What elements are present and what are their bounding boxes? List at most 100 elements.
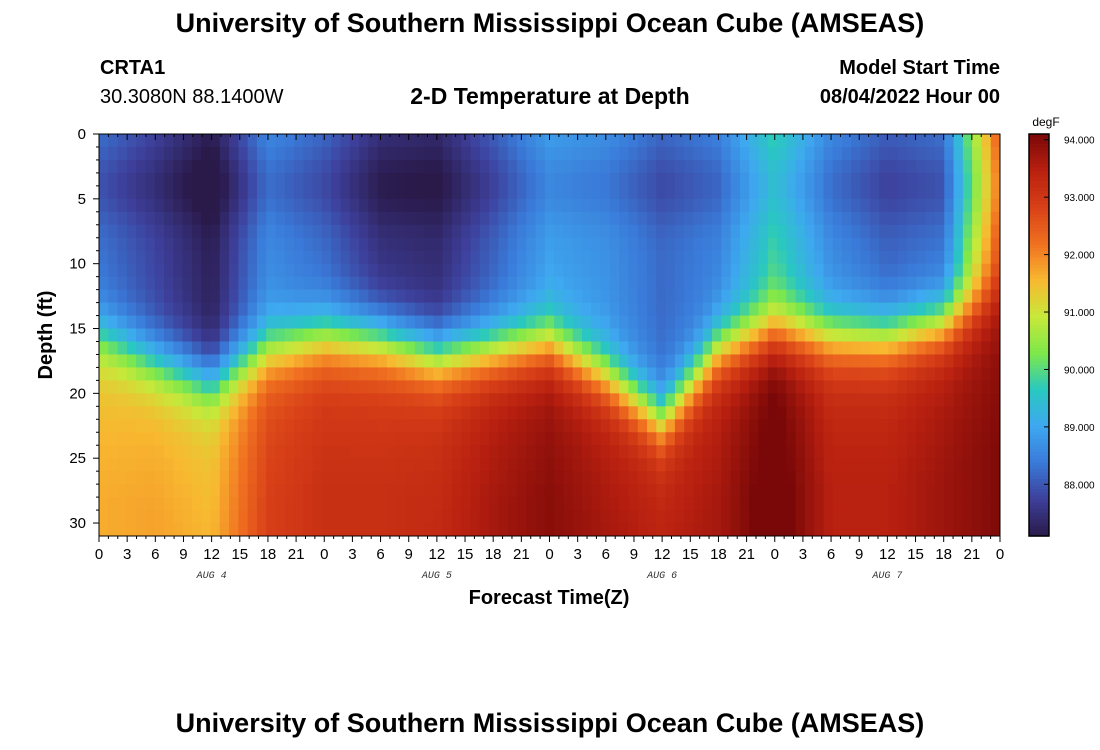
heatmap-cell xyxy=(349,185,360,200)
heatmap-cell xyxy=(544,406,555,420)
heatmap-cell xyxy=(182,250,193,265)
heatmap-cell xyxy=(349,497,360,511)
heatmap-cell xyxy=(702,341,713,356)
heatmap-cell xyxy=(498,406,509,420)
heatmap-cell xyxy=(888,211,899,226)
heatmap-cell xyxy=(535,406,546,420)
heatmap-cell xyxy=(953,497,964,511)
heatmap-cell xyxy=(544,315,555,330)
heatmap-cell xyxy=(507,419,518,433)
heatmap-cell xyxy=(972,185,983,200)
heatmap-cell xyxy=(312,146,323,161)
heatmap-cell xyxy=(442,458,453,472)
heatmap-cell xyxy=(934,458,945,472)
heatmap-cell xyxy=(795,458,806,472)
heatmap-cell xyxy=(526,198,537,213)
heatmap-cell xyxy=(582,406,592,420)
colorbar-segment xyxy=(1029,304,1049,309)
heatmap-cell xyxy=(219,328,230,343)
heatmap-cell xyxy=(869,237,880,252)
heatmap-cell xyxy=(126,172,137,187)
heatmap-cell xyxy=(656,393,667,407)
heatmap-cell xyxy=(247,302,258,317)
heatmap-cell xyxy=(944,406,955,420)
heatmap-cell xyxy=(600,523,611,536)
heatmap-cell xyxy=(424,354,434,369)
heatmap-cell xyxy=(814,380,825,394)
heatmap-cell xyxy=(219,497,230,511)
heatmap-cell xyxy=(294,289,304,304)
heatmap-cell xyxy=(749,380,760,394)
heatmap-cell xyxy=(739,237,750,252)
colorbar-segment xyxy=(1029,485,1049,490)
heatmap-cell xyxy=(424,146,434,161)
heatmap-cell xyxy=(526,159,537,174)
colorbar-tick-label: 94.000 xyxy=(1064,136,1095,147)
heatmap-cell xyxy=(442,393,453,407)
heatmap-cell xyxy=(609,458,620,472)
heatmap-cell xyxy=(247,263,258,278)
heatmap-cell xyxy=(117,302,128,317)
heatmap-cell xyxy=(860,237,871,252)
heatmap-cell xyxy=(990,380,1000,394)
heatmap-cell xyxy=(470,419,481,433)
heatmap-cell xyxy=(136,484,147,498)
heatmap-cell xyxy=(795,185,806,200)
heatmap-cell xyxy=(377,185,388,200)
heatmap-cell xyxy=(396,237,407,252)
heatmap-cell xyxy=(869,315,880,330)
heatmap-cell xyxy=(349,315,360,330)
heatmap-cell xyxy=(953,146,964,161)
heatmap-cell xyxy=(526,146,537,161)
heatmap-cell xyxy=(396,510,407,524)
heatmap-cell xyxy=(396,146,407,161)
heatmap-cell xyxy=(284,302,295,317)
heatmap-cell xyxy=(851,419,862,433)
heatmap-cell xyxy=(219,315,230,330)
heatmap-cell xyxy=(758,380,769,394)
heatmap-cell xyxy=(284,341,295,356)
heatmap-cell xyxy=(99,471,109,485)
heatmap-cell xyxy=(368,250,379,265)
heatmap-cell xyxy=(368,393,379,407)
heatmap-cell xyxy=(684,276,695,291)
heatmap-cell xyxy=(442,523,453,536)
heatmap-cell xyxy=(154,510,165,524)
heatmap-cell xyxy=(173,393,184,407)
heatmap-cell xyxy=(368,302,379,317)
heatmap-cell xyxy=(591,445,602,459)
heatmap-cell xyxy=(182,315,193,330)
heatmap-cell xyxy=(294,419,304,433)
heatmap-cell xyxy=(777,510,787,524)
heatmap-cell xyxy=(219,510,230,524)
heatmap-cell xyxy=(628,497,639,511)
heatmap-cell xyxy=(721,471,732,485)
heatmap-cell xyxy=(888,134,899,148)
heatmap-cell xyxy=(600,146,611,161)
heatmap-cell xyxy=(526,367,537,381)
heatmap-cell xyxy=(600,497,611,511)
heatmap-cell xyxy=(321,328,332,343)
heatmap-cell xyxy=(888,471,899,485)
heatmap-cell xyxy=(507,146,518,161)
heatmap-cell xyxy=(674,510,685,524)
heatmap-cell xyxy=(284,263,295,278)
heatmap-cell xyxy=(591,289,602,304)
heatmap-cell xyxy=(321,523,332,536)
heatmap-cell xyxy=(934,198,945,213)
heatmap-cell xyxy=(108,341,119,356)
heatmap-cell xyxy=(433,458,444,472)
colorbar-segment xyxy=(1029,217,1049,222)
heatmap-cell xyxy=(591,510,602,524)
heatmap-cell xyxy=(972,172,983,187)
heatmap-cell xyxy=(108,484,119,498)
heatmap-cell xyxy=(117,276,128,291)
heatmap-cell xyxy=(628,458,639,472)
heatmap-cell xyxy=(164,328,174,343)
heatmap-cell xyxy=(405,497,416,511)
heatmap-cell xyxy=(981,315,992,330)
heatmap-cell xyxy=(507,380,518,394)
heatmap-cell xyxy=(182,302,193,317)
heatmap-cell xyxy=(145,497,156,511)
heatmap-cell xyxy=(442,185,453,200)
